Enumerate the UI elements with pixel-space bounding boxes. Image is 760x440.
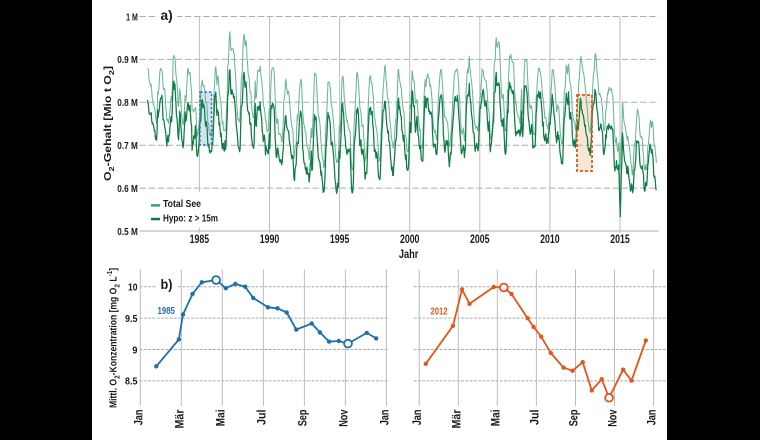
svg-text:1995: 1995 bbox=[330, 232, 350, 246]
svg-text:Jan: Jan bbox=[412, 410, 424, 426]
svg-text:2012: 2012 bbox=[431, 307, 448, 318]
svg-text:9.5: 9.5 bbox=[125, 314, 138, 325]
svg-text:Nov: Nov bbox=[608, 409, 620, 427]
svg-text:2005: 2005 bbox=[470, 232, 490, 246]
svg-text:Jan: Jan bbox=[379, 410, 391, 426]
svg-text:1 M: 1 M bbox=[126, 12, 138, 23]
svg-text:Hypo: z > 15m: Hypo: z > 15m bbox=[163, 213, 218, 224]
svg-text:Jul: Jul bbox=[529, 410, 541, 426]
svg-text:Sep: Sep bbox=[569, 410, 581, 427]
svg-text:Jan: Jan bbox=[647, 410, 659, 426]
svg-text:10: 10 bbox=[128, 283, 138, 294]
svg-text:1985: 1985 bbox=[158, 306, 176, 317]
svg-text:Mai: Mai bbox=[215, 410, 227, 427]
svg-text:Nov: Nov bbox=[338, 409, 350, 427]
svg-text:0.7 M: 0.7 M bbox=[117, 141, 138, 152]
svg-text:b): b) bbox=[161, 276, 173, 292]
svg-text:Mär: Mär bbox=[451, 409, 463, 428]
svg-text:0.6 M: 0.6 M bbox=[117, 184, 138, 195]
svg-text:2010: 2010 bbox=[540, 232, 560, 246]
svg-text:Sep: Sep bbox=[297, 410, 309, 427]
svg-text:Mai: Mai bbox=[490, 410, 502, 427]
svg-text:0.8 M: 0.8 M bbox=[117, 98, 138, 109]
svg-text:Total See: Total See bbox=[163, 199, 201, 210]
svg-text:0.9 M: 0.9 M bbox=[117, 55, 138, 66]
svg-text:Mär: Mär bbox=[174, 409, 186, 428]
svg-text:8.5: 8.5 bbox=[125, 377, 138, 388]
svg-text:2000: 2000 bbox=[400, 232, 420, 246]
svg-text:1985: 1985 bbox=[190, 232, 210, 246]
svg-text:2015: 2015 bbox=[610, 232, 630, 246]
svg-text:Jul: Jul bbox=[256, 410, 268, 426]
svg-text:a): a) bbox=[161, 7, 173, 23]
svg-text:Jahr: Jahr bbox=[399, 249, 419, 261]
svg-text:0.5 M: 0.5 M bbox=[117, 227, 138, 238]
svg-text:1990: 1990 bbox=[260, 232, 280, 246]
svg-text:Jan: Jan bbox=[133, 410, 145, 426]
svg-text:9: 9 bbox=[132, 345, 137, 356]
